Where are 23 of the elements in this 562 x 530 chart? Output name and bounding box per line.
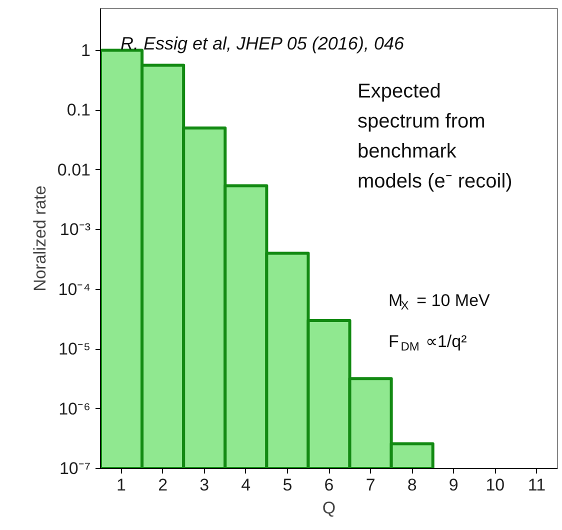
x-tick-label: 4 (241, 476, 251, 494)
x-axis-title: Q (322, 498, 336, 518)
x-tick-label: 3 (200, 476, 210, 494)
y-tick-label: 10⁻³ (60, 220, 91, 240)
x-tick-label: 7 (366, 476, 376, 494)
x-tick-label: 1 (116, 476, 126, 494)
y-tick-label: 10⁻⁷ (59, 459, 90, 478)
y-tick-label: 10⁻⁵ (58, 340, 91, 359)
y-tick-label: 0.01 (57, 160, 91, 180)
x-tick-label: 2 (158, 476, 168, 494)
x-tick-label: 6 (324, 476, 334, 494)
y-tick-label: 10⁻⁴ (58, 280, 91, 299)
x-tick-label: 8 (407, 476, 417, 494)
x-tick-label: 5 (282, 476, 292, 494)
y-tick-label: 1 (81, 40, 91, 60)
y-axis-title: Noralized rate (30, 186, 50, 292)
y-tick-label: 0.1 (66, 100, 91, 120)
x-tick-label: 10 (486, 476, 505, 494)
annotation: Expected spectrum from benchmark models (e⁻ recoil) (358, 80, 512, 192)
annotation: R. Essig et al, JHEP 05 (2016), 046 (120, 34, 405, 54)
x-tick-label: 11 (528, 476, 546, 494)
y-tick-label: 10⁻⁶ (58, 399, 91, 418)
x-tick-label: 9 (448, 476, 458, 494)
